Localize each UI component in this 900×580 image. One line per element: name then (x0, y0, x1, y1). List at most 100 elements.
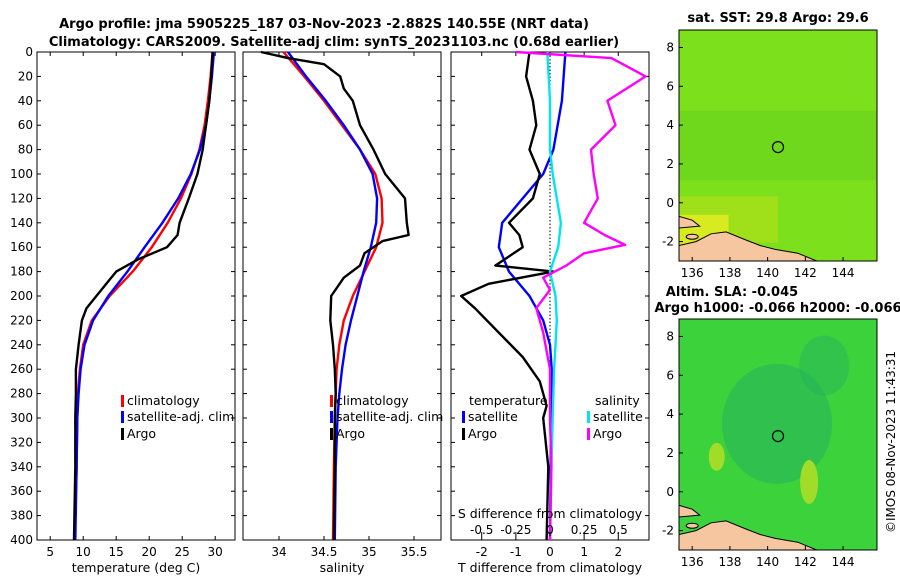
y-tick-label: 4 (666, 407, 674, 421)
x-tick-label: 140 (756, 555, 779, 569)
x-tick-label: 10 (76, 545, 91, 559)
s-tick-label: -0.5 (470, 523, 493, 537)
y-tick-label: 340 (10, 460, 33, 474)
y-tick-label: 60 (18, 118, 33, 132)
s-tick-label: 0.5 (609, 523, 628, 537)
x-tick-label: 144 (832, 555, 855, 569)
map-frame (678, 318, 878, 551)
y-tick-label: 40 (18, 94, 33, 108)
map-content (679, 319, 877, 550)
land-island (679, 504, 701, 518)
s-tick-label: 0 (546, 523, 554, 537)
x-axis-label: temperature (deg C) (72, 560, 201, 575)
legend-swatch (462, 411, 465, 423)
land-new-guinea (679, 520, 822, 550)
y-tick-label: 6 (666, 79, 674, 93)
map-shade (799, 335, 850, 396)
legend-title-salinity: salinity (595, 393, 640, 408)
y-tick-label: 380 (10, 509, 33, 523)
y-tick-label: 360 (10, 484, 33, 498)
argo-location-marker (771, 429, 785, 443)
legend-swatch (587, 428, 590, 440)
y-tick-label: 120 (10, 191, 33, 205)
x-tick-label: -1 (510, 545, 522, 559)
y-tick-label: 6 (666, 368, 674, 382)
y-tick-label: 4 (666, 118, 674, 132)
y-tick-label: 140 (10, 216, 33, 230)
y-tick-label: 200 (10, 289, 33, 303)
y-tick-label: 100 (10, 167, 33, 181)
y-tick-label: 8 (666, 40, 674, 54)
sla-map: 136 138 140 142 144 8 6 4 2 0 -2 (662, 318, 878, 569)
y-tick-label: 240 (10, 338, 33, 352)
legend-swatch (462, 428, 465, 440)
argo-location-marker (771, 140, 785, 154)
map-shade (708, 442, 725, 471)
y-tick-label: 20 (18, 69, 33, 83)
title-line2: Climatology: CARS2009. Satellite-adj cli… (49, 35, 619, 50)
x-tick-label: 35.5 (401, 545, 428, 559)
x-tick-label: 2 (614, 545, 622, 559)
x-tick-label: 34.5 (311, 545, 338, 559)
y-tick-label: 0 (666, 485, 674, 499)
legend-label: Argo (336, 426, 365, 441)
x-tick-label: 25 (175, 545, 190, 559)
x-tick-label: 35 (361, 545, 376, 559)
legend-swatch (587, 411, 590, 423)
imos-credit: ©IMOS 08-Nov-2023 11:43:31 (884, 351, 898, 533)
x-tick-label: 34 (271, 545, 286, 559)
x-axis-label: T difference from climatology (457, 560, 643, 575)
y-tick-label: 8 (666, 329, 674, 343)
legend-label: satellite-adj. clim (127, 409, 234, 424)
y-tick-label: 2 (666, 157, 674, 171)
land-new-guinea (679, 231, 822, 261)
y-tick-label: -2 (662, 524, 674, 538)
x-tick-label: 144 (832, 266, 855, 280)
y-tick-label: 180 (10, 265, 33, 279)
legend-label: Argo (468, 426, 497, 441)
x-tick-label: 5 (46, 545, 54, 559)
sla-title-1: Altim. SLA: -0.045 (666, 285, 798, 300)
s-tick-label: 0.25 (571, 523, 598, 537)
y-tick-label: 320 (10, 435, 33, 449)
legend-title-temperature: temperature (469, 393, 548, 408)
y-tick-label: 400 (10, 533, 33, 547)
x-tick-label: -2 (476, 545, 488, 559)
legend-label: climatology (336, 393, 409, 408)
x-tick-label: 136 (681, 266, 704, 280)
legend-label: satellite (468, 409, 518, 424)
legend-swatch (330, 428, 333, 440)
map-frame (678, 29, 878, 262)
legend-label: Argo (127, 426, 156, 441)
x-tick-label: 0 (546, 545, 554, 559)
x-tick-label: 20 (142, 545, 157, 559)
y-tick-label: 0 (666, 196, 674, 210)
series-line (287, 51, 379, 541)
legend-label: satellite (593, 409, 643, 424)
x-tick-label: 1 (580, 545, 588, 559)
land-island (685, 233, 699, 240)
legend-label: Argo (593, 426, 622, 441)
map-shade (679, 110, 877, 181)
series-line (72, 51, 214, 541)
title-line1: Argo profile: jma 5905225_187 03-Nov-202… (59, 17, 589, 32)
sst-title: sat. SST: 29.8 Argo: 29.6 (687, 11, 868, 26)
y-tick-label: 0 (25, 45, 33, 59)
x-axis-label: salinity (320, 560, 365, 575)
legend-label: climatology (127, 393, 200, 408)
y-tick-label: 280 (10, 387, 33, 401)
series-line (497, 51, 567, 541)
x-tick-label: 30 (208, 545, 223, 559)
legend-swatch (121, 411, 124, 423)
y-tick-label: 80 (18, 143, 33, 157)
legend-swatch (330, 411, 333, 423)
legend-swatch (121, 428, 124, 440)
temperature-panel: 0 20 40 60 80 100 120 140 160 180 200 220 240 260 280 3… (10, 45, 236, 575)
x-tick-label: 142 (794, 266, 817, 280)
x-tick-label: 138 (718, 555, 741, 569)
s-tick-label: -0.25 (500, 523, 531, 537)
y-tick-label: 160 (10, 240, 33, 254)
y-tick-label: -2 (662, 235, 674, 249)
map-shade (800, 460, 819, 505)
